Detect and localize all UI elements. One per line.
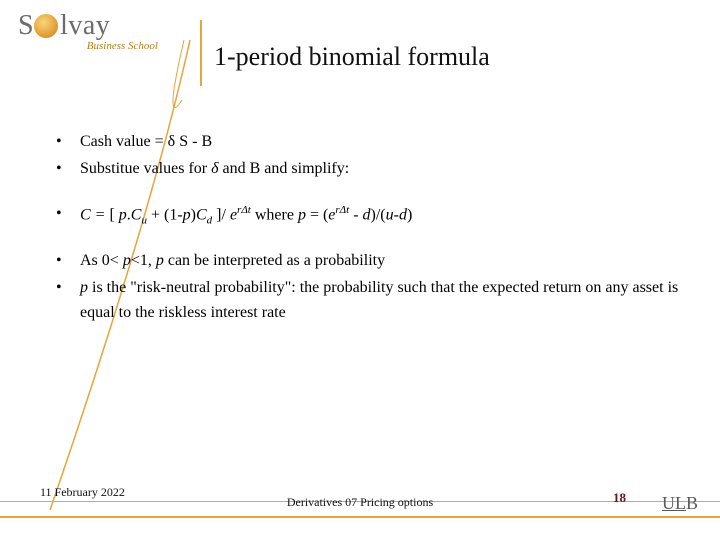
title-block: 1-period binomial formula — [200, 20, 490, 72]
slide-body: Cash value = δ S - B Substitue values fo… — [50, 130, 680, 328]
bullet-cash-value: Cash value = δ S - B — [50, 130, 680, 155]
title-accent-bar — [200, 20, 202, 86]
footer-rule-thick — [0, 516, 720, 518]
bullet-probability: As 0< p<1, p can be interpreted as a pro… — [50, 249, 680, 274]
page-number: 18 — [613, 490, 626, 506]
slide-header: Slvay Business School 1-period binomial … — [0, 0, 720, 90]
ulb-logo: ULB — [662, 493, 698, 514]
slide-title: 1-period binomial formula — [200, 20, 490, 72]
bullet-formula: C = [ p.Cu + (1-p)Cd ]/ erΔt where p = (… — [50, 202, 680, 230]
sun-icon — [34, 14, 58, 38]
logo-main-text: Slvay — [18, 10, 110, 41]
solvay-logo: Slvay Business School — [18, 10, 168, 52]
footer-subtitle: Derivatives 07 Pricing options — [0, 495, 720, 510]
bullet-risk-neutral: p is the "risk-neutral probability": the… — [50, 276, 680, 326]
bullet-substitute: Substitue values for δ and B and simplif… — [50, 157, 680, 182]
